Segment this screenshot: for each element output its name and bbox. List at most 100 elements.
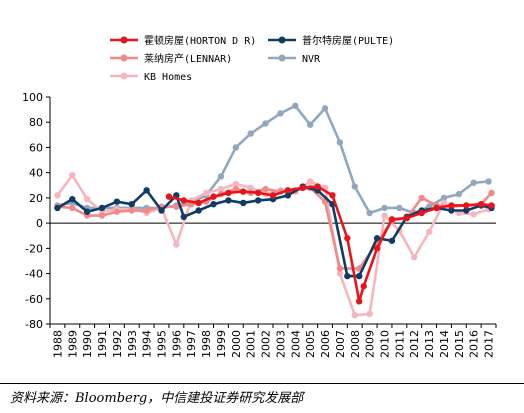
data-point xyxy=(463,207,470,214)
data-point xyxy=(396,204,403,212)
data-point xyxy=(336,265,344,272)
data-point xyxy=(448,207,455,214)
data-point xyxy=(180,197,187,204)
data-point xyxy=(344,235,351,242)
data-point xyxy=(69,195,76,203)
data-point xyxy=(344,272,351,280)
legend-marker xyxy=(278,54,286,62)
x-tick-label: 2007 xyxy=(334,330,347,358)
y-tick-label: 80 xyxy=(29,116,43,129)
data-point xyxy=(306,121,314,128)
data-point xyxy=(448,202,455,209)
series-lines xyxy=(54,102,495,319)
data-point xyxy=(69,204,76,212)
data-point xyxy=(83,195,91,203)
x-tick-label: 1994 xyxy=(141,330,154,358)
data-point xyxy=(143,207,150,214)
data-point xyxy=(98,204,106,212)
data-point xyxy=(225,197,232,204)
legend-marker xyxy=(278,36,286,44)
data-point xyxy=(269,192,277,199)
data-point xyxy=(360,282,367,290)
x-tick-label: 1995 xyxy=(156,330,169,358)
data-point xyxy=(210,193,217,200)
y-tick-label: 100 xyxy=(22,91,43,104)
data-point xyxy=(158,207,165,214)
data-point xyxy=(433,204,440,212)
data-point xyxy=(173,241,180,248)
data-point xyxy=(477,200,485,208)
x-tick-label: 2003 xyxy=(274,330,287,358)
x-tick-label: 1992 xyxy=(111,330,124,358)
data-point xyxy=(54,204,61,212)
legend-marker xyxy=(120,72,128,80)
data-point xyxy=(232,180,240,188)
data-point xyxy=(232,144,240,151)
data-point xyxy=(366,310,373,318)
y-tick-label: -60 xyxy=(25,293,43,306)
data-point xyxy=(284,192,292,199)
x-tick-label: 1993 xyxy=(126,330,139,358)
x-tick-label: 2004 xyxy=(289,330,302,358)
data-point xyxy=(292,102,299,110)
data-point xyxy=(180,213,187,221)
x-tick-label: 2011 xyxy=(393,330,406,358)
legend-label: 霍顿房屋(HORTON D R) xyxy=(144,34,256,47)
legend-label: NVR xyxy=(302,54,321,65)
data-point xyxy=(306,178,314,185)
data-point xyxy=(195,199,202,207)
x-tick-label: 1991 xyxy=(96,330,109,358)
data-point xyxy=(463,202,470,209)
data-point xyxy=(455,190,463,198)
x-tick-label: 1989 xyxy=(66,330,79,358)
data-point xyxy=(411,253,418,261)
data-point xyxy=(440,199,448,207)
y-tick-label: 60 xyxy=(29,141,43,154)
data-point xyxy=(373,245,381,252)
data-point xyxy=(366,209,373,217)
data-point xyxy=(217,185,225,193)
data-point xyxy=(329,192,336,199)
chart-axes: 100 80 60 40 20 0 -20 -40 -60 -80 1988 1989 1990 1991… xyxy=(22,91,497,358)
x-tick-label: 2016 xyxy=(468,330,481,358)
data-point xyxy=(470,179,477,186)
data-point xyxy=(356,272,363,280)
legend-label: 莱纳房产(LENNAR) xyxy=(144,52,232,65)
x-tick-label: 2013 xyxy=(423,330,436,358)
x-tick-label: 2010 xyxy=(379,330,392,358)
data-point xyxy=(440,194,448,202)
data-point xyxy=(254,197,262,204)
x-tick-label: 2001 xyxy=(245,330,258,358)
data-point xyxy=(470,211,477,218)
x-tick-label: 1998 xyxy=(200,330,213,358)
line-chart: 霍顿房屋(HORTON D R) 普尔特房屋(PULTE) 莱纳房产(LENNAR)… xyxy=(22,34,497,358)
data-point xyxy=(113,198,121,205)
source-note: 资料来源：Bloomberg，中信建投证券研究发展部 xyxy=(10,391,304,406)
data-point xyxy=(247,130,254,137)
data-point xyxy=(240,188,247,195)
data-point xyxy=(247,184,254,191)
data-point xyxy=(321,105,329,112)
data-point xyxy=(128,207,135,214)
x-tick-label: 1997 xyxy=(185,330,198,358)
data-point xyxy=(69,171,76,179)
data-point xyxy=(485,178,492,185)
data-point xyxy=(225,189,232,197)
x-tick-label: 2006 xyxy=(319,330,332,358)
x-tick-label: 2005 xyxy=(304,330,317,358)
data-point xyxy=(314,183,321,190)
data-point xyxy=(418,209,425,217)
data-point xyxy=(381,204,388,212)
y-tick-label: -20 xyxy=(25,242,43,255)
data-point xyxy=(284,187,292,194)
x-tick-label: 2012 xyxy=(408,330,421,358)
y-tick-label: -80 xyxy=(25,318,43,331)
legend: 霍顿房屋(HORTON D R) 普尔特房屋(PULTE) 莱纳房产(LENNAR)… xyxy=(110,34,394,83)
data-point xyxy=(143,187,150,194)
data-point xyxy=(388,237,396,244)
x-tick-label: 2008 xyxy=(349,330,362,358)
data-point xyxy=(388,216,396,223)
data-point xyxy=(98,212,106,219)
data-point xyxy=(165,193,173,200)
y-tick-label: 40 xyxy=(29,167,43,180)
